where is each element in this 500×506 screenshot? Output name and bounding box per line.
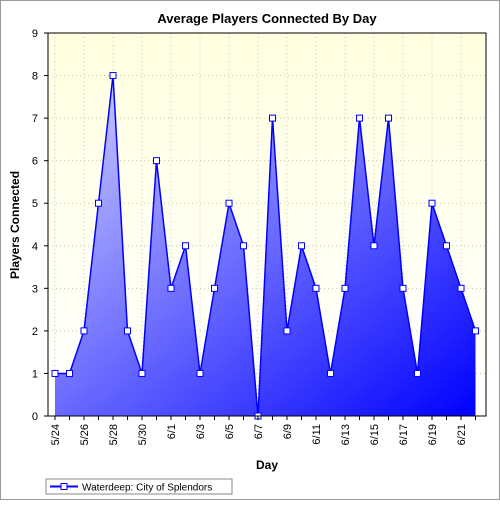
data-point <box>341 284 349 292</box>
x-tick-label: 6/19 <box>427 424 439 445</box>
x-tick-label: 6/1 <box>166 424 178 439</box>
data-point <box>283 327 291 335</box>
x-tick-label: 6/11 <box>311 424 323 445</box>
data-point <box>124 327 131 335</box>
y-tick-label: 1 <box>32 368 38 380</box>
x-tick-label: 5/30 <box>137 424 149 445</box>
data-point <box>95 199 102 207</box>
data-point <box>225 199 233 207</box>
y-tick-label: 7 <box>32 113 38 125</box>
data-point <box>414 369 421 377</box>
x-axis: 5/24 5/26 5/28 5/30 6/1 6/3 6/5 6/7 6/9 6/11 6/13 6… <box>50 416 476 445</box>
series-line <box>55 75 477 417</box>
data-point <box>80 327 88 335</box>
data-point <box>399 284 407 292</box>
data-point <box>472 327 479 335</box>
data-point <box>240 242 247 250</box>
data-point <box>167 284 175 292</box>
x-tick-label: 6/3 <box>195 424 207 439</box>
data-point <box>298 242 305 250</box>
data-point <box>443 242 450 250</box>
data-point <box>196 369 204 377</box>
legend-marker-swatch <box>60 483 68 490</box>
data-point <box>153 157 160 165</box>
data-point <box>312 284 320 292</box>
legend-label: Waterdeep: City of Splendors <box>82 483 212 494</box>
data-point <box>66 369 73 377</box>
x-tick-label: 6/13 <box>340 424 352 445</box>
data-point <box>370 242 378 250</box>
data-point <box>211 284 218 292</box>
data-point <box>356 114 363 122</box>
x-axis-title: Day <box>256 458 278 472</box>
y-tick-label: 0 <box>32 411 38 423</box>
data-point <box>327 369 334 377</box>
data-point <box>138 369 146 377</box>
y-axis: 0 1 2 3 4 5 6 7 8 9 <box>32 28 48 423</box>
y-axis-title: Players Connected <box>8 171 22 279</box>
data-point <box>269 114 276 122</box>
x-tick-label: 6/5 <box>224 424 236 439</box>
data-point <box>109 72 117 80</box>
data-point <box>182 242 189 250</box>
x-tick-label: 6/9 <box>282 424 294 439</box>
series-area <box>55 75 476 417</box>
x-tick-label: 6/21 <box>456 424 468 445</box>
x-tick-label: 6/17 <box>398 424 410 445</box>
series-points <box>51 72 479 420</box>
y-tick-label: 8 <box>32 71 38 83</box>
data-point <box>51 369 59 377</box>
y-tick-label: 4 <box>32 241 38 253</box>
data-point <box>457 284 465 292</box>
x-tick-label: 5/24 <box>50 424 62 445</box>
y-tick-label: 3 <box>32 283 38 295</box>
legend-box <box>45 478 233 495</box>
x-tick-label: 6/15 <box>369 424 381 445</box>
y-tick-label: 6 <box>32 156 38 168</box>
y-tick-label: 2 <box>32 326 38 338</box>
chart-title: Average Players Connected By Day <box>157 11 377 26</box>
y-tick-label: 9 <box>32 28 38 40</box>
data-point <box>385 114 392 122</box>
plot-border <box>47 32 487 417</box>
x-tick-label: 5/26 <box>79 424 91 445</box>
legend: Waterdeep: City of Splendors <box>45 478 233 495</box>
x-tick-label: 5/28 <box>108 424 120 445</box>
y-tick-label: 5 <box>32 198 38 210</box>
x-tick-label: 6/7 <box>253 424 265 439</box>
data-point <box>428 199 436 207</box>
